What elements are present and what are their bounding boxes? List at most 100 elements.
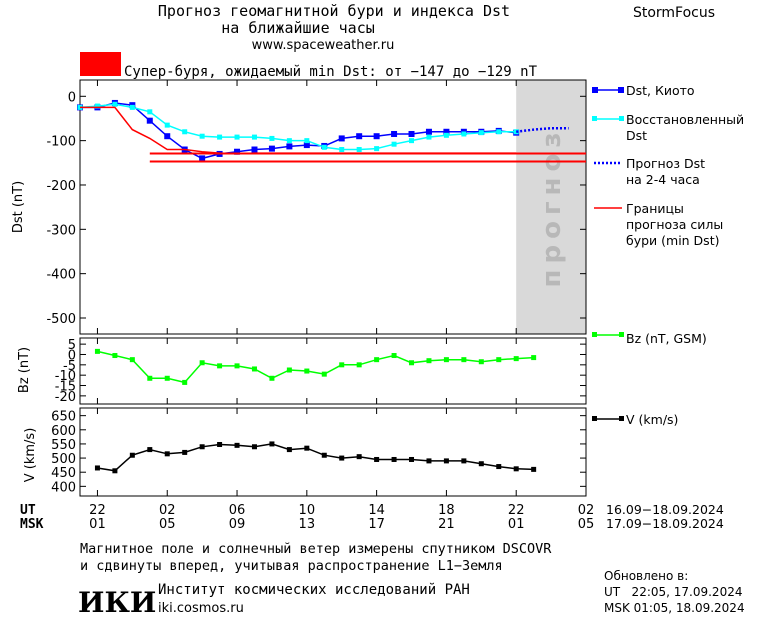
dst-series-2-line <box>516 126 569 134</box>
v-series-0-point <box>531 466 537 472</box>
bz-frame <box>79 337 587 405</box>
bz-series-0-point <box>129 357 135 363</box>
dst-series-0-point <box>199 155 206 162</box>
v-series-0-point <box>94 465 100 471</box>
msk-tick-label: 05 <box>578 517 595 532</box>
v-series-0-point <box>129 452 135 458</box>
bz-series-0-point <box>426 358 432 364</box>
legend: Dst, Киото Восстановленный Dst Прогноз D… <box>592 83 744 427</box>
v-series-0-point <box>339 455 345 461</box>
dst-series-1-point <box>286 138 292 144</box>
dst-series-1-point <box>199 133 205 139</box>
dst-series-0-point <box>268 145 275 152</box>
bz-ytick-label: -15 <box>55 380 76 395</box>
dst-ylabel: Dst (nT) <box>11 181 26 233</box>
v-series-0-point <box>251 444 257 450</box>
v-series-0-point <box>356 454 362 460</box>
dst-series-1-point <box>147 109 153 115</box>
alert-swatch <box>80 52 121 76</box>
dst-ytick-label: -100 <box>46 135 76 150</box>
x-axis: UT MSK 16.09−18.09.2024 17.09−18.09.2024… <box>20 502 724 532</box>
bz-series-0-point <box>251 366 257 372</box>
dst-series-0-point <box>391 130 398 137</box>
v-series-0-point <box>147 447 153 453</box>
msk-range: 17.09−18.09.2024 <box>606 516 724 531</box>
dst-series-0-point <box>338 135 345 142</box>
v-series-0-point <box>426 458 432 464</box>
bz-series-0-point <box>217 363 223 369</box>
legend-bz: Bz (nT, GSM) <box>626 331 707 346</box>
legend-forecast-2: на 2-4 часа <box>626 172 700 187</box>
legend-v: V (km/s) <box>626 412 678 427</box>
msk-tick-label: 21 <box>438 517 455 532</box>
bz-series-0-point <box>409 360 415 366</box>
dst-series-3-line <box>80 106 517 155</box>
ut-tick-label: 22 <box>89 503 106 518</box>
dst-series-1-point <box>339 147 345 153</box>
site-url[interactable]: www.spaceweather.ru <box>252 38 395 53</box>
dst-series-1-point <box>461 131 467 137</box>
v-series-0-point <box>182 449 188 455</box>
ut-tick-label: 06 <box>229 503 246 518</box>
bz-ytick-label: 0 <box>68 348 76 363</box>
dst-series-0-point <box>303 142 310 149</box>
ut-tick-label: 22 <box>508 503 525 518</box>
dst-series-1-point <box>164 122 170 128</box>
v-series-0-point <box>409 456 415 462</box>
bz-series-0-point <box>356 362 362 368</box>
dst-panel: прогноз 0 -100 -200 -300 -400 -500 <box>46 79 587 335</box>
bz-series-0-point <box>461 357 467 363</box>
dst-ytick-label: -300 <box>46 223 76 238</box>
bz-series-0-point <box>286 367 292 373</box>
bz-ytick-label: -5 <box>63 359 76 374</box>
institute-url[interactable]: iki.cosmos.ru <box>158 601 244 616</box>
legend-dst-kyoto: Dst, Киото <box>626 83 695 98</box>
bz-series-0-point <box>391 353 397 359</box>
ut-tick-label: 02 <box>159 503 176 518</box>
msk-tick-label: 05 <box>159 517 176 532</box>
v-series-0-point <box>391 456 397 462</box>
v-series-0-point <box>269 441 275 447</box>
ut-range: 16.09−18.09.2024 <box>606 502 724 517</box>
legend-bounds-3: бури (min Dst) <box>626 233 719 248</box>
msk-tick-label: 09 <box>229 517 246 532</box>
dst-series-1-point <box>94 103 100 109</box>
dst-series-0-point <box>425 128 432 135</box>
bz-series-0-line <box>97 350 534 384</box>
dst-series-1-point <box>129 104 135 110</box>
bz-series-0-point <box>234 363 240 369</box>
v-ylabel: V (km/s) <box>23 428 38 483</box>
v-series-0-point <box>304 445 310 451</box>
v-ytick-label: 600 <box>51 424 76 439</box>
v-frame <box>79 407 587 497</box>
v-series-0-point <box>234 442 240 448</box>
updated-label: Обновлено в: <box>604 569 688 583</box>
v-series-0-point <box>461 458 467 464</box>
v-ytick-label: 550 <box>51 438 76 453</box>
v-series-0-point <box>164 451 170 457</box>
legend-restored-1: Восстановленный <box>626 112 744 127</box>
institute-name: Институт космических исследований РАН <box>158 582 470 598</box>
bz-series-0-point <box>182 379 188 385</box>
msk-tick-label: 13 <box>299 517 316 532</box>
dst-series-1-point <box>269 135 275 141</box>
dst-series-1-point <box>409 138 415 144</box>
v-series-0-point <box>112 468 118 474</box>
bz-series-0-point <box>339 362 345 368</box>
v-series-0-point <box>217 441 223 447</box>
ut-tick-label: 10 <box>299 503 316 518</box>
ut-tick-label: 18 <box>438 503 455 518</box>
dst-series-1-point <box>391 141 397 147</box>
v-ytick-label: 400 <box>51 480 76 495</box>
v-series-0-point <box>443 458 449 464</box>
bz-series-0-point <box>321 371 327 377</box>
dst-series-1-point <box>496 129 502 135</box>
bz-series-0-point <box>112 353 118 359</box>
forecast-shade <box>516 80 586 334</box>
dst-ytick-label: -400 <box>46 268 76 283</box>
bz-series-0-point <box>496 357 502 363</box>
bz-series-0-point <box>374 357 380 363</box>
v-ytick-label: 650 <box>51 410 76 425</box>
